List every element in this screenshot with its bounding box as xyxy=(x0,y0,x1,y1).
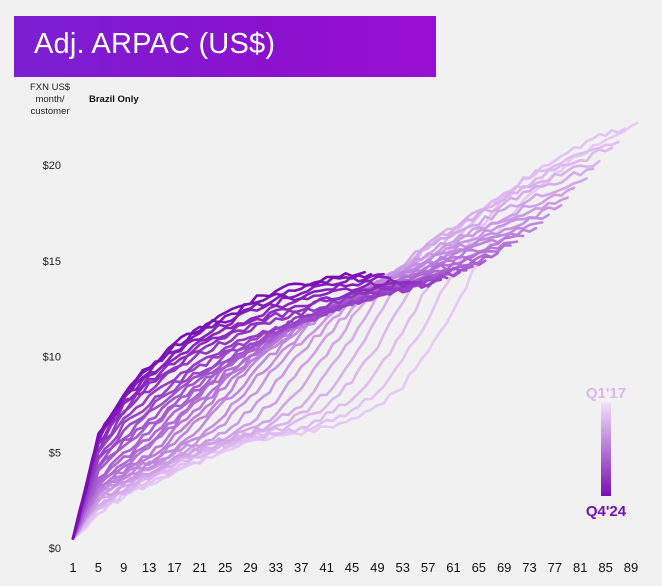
x-tick-label: 61 xyxy=(446,560,460,575)
x-tick-label: 69 xyxy=(497,560,511,575)
x-tick-label: 81 xyxy=(573,560,587,575)
legend-gradient-bar xyxy=(601,402,611,496)
x-tick-label: 73 xyxy=(522,560,536,575)
cohort-line xyxy=(71,213,550,540)
y-tick-label: $5 xyxy=(49,447,61,459)
title-banner: Adj. ARPAC (US$) xyxy=(14,16,436,77)
cohort-line xyxy=(71,226,538,540)
x-tick-label: 65 xyxy=(472,560,486,575)
x-tick-label: 49 xyxy=(370,560,384,575)
x-tick-label: 37 xyxy=(294,560,308,575)
x-tick-label: 57 xyxy=(421,560,435,575)
x-tick-label: 9 xyxy=(120,560,127,575)
y-tick-label: $10 xyxy=(43,352,61,364)
x-tick-label: 5 xyxy=(95,560,102,575)
unit-label-line: customer xyxy=(30,106,70,117)
x-tick-label: 41 xyxy=(319,560,333,575)
y-tick-label: $0 xyxy=(49,543,61,555)
cohort-line xyxy=(71,167,595,540)
x-tick-label: 17 xyxy=(167,560,181,575)
x-axis-ticks: 1 5 9 13 17 21 25 29 33 37 41 45 49 53 57 61 65 69 73 77 81 8… xyxy=(69,560,638,575)
cohort-line xyxy=(71,280,417,540)
chart-title: Adj. ARPAC (US$) xyxy=(34,28,276,60)
subset-label: Brazil Only xyxy=(89,94,139,105)
x-tick-label: 45 xyxy=(345,560,359,575)
unit-label-line: FXN US$ xyxy=(29,82,71,93)
legend-newest-label: Q4'24 xyxy=(586,503,627,520)
cohort-line xyxy=(71,203,563,540)
cohort-series-group xyxy=(71,121,639,540)
cohort-line xyxy=(71,280,411,540)
y-axis-unit-label: FXN US$ month/ customer xyxy=(20,82,80,118)
y-axis-ticks: $0 $5 $10 $15 $20 xyxy=(43,160,61,555)
legend-oldest-label: Q1'17 xyxy=(586,385,626,402)
cohort-line xyxy=(71,280,436,540)
y-tick-label: $20 xyxy=(43,160,61,172)
x-tick-label: 85 xyxy=(598,560,612,575)
x-tick-label: 13 xyxy=(142,560,156,575)
x-tick-label: 89 xyxy=(624,560,638,575)
x-tick-label: 33 xyxy=(269,560,283,575)
x-tick-label: 53 xyxy=(395,560,409,575)
cohort-line xyxy=(71,140,620,540)
unit-label-line: month/ xyxy=(35,94,65,105)
x-tick-label: 25 xyxy=(218,560,232,575)
cohort-color-legend: Q1'17 Q4'24 xyxy=(586,385,627,520)
cohort-line xyxy=(71,278,398,540)
x-tick-label: 1 xyxy=(69,560,76,575)
y-tick-label: $15 xyxy=(43,256,61,268)
x-tick-label: 29 xyxy=(243,560,257,575)
x-tick-label: 21 xyxy=(193,560,207,575)
cohort-line xyxy=(71,270,366,540)
x-tick-label: 77 xyxy=(548,560,562,575)
